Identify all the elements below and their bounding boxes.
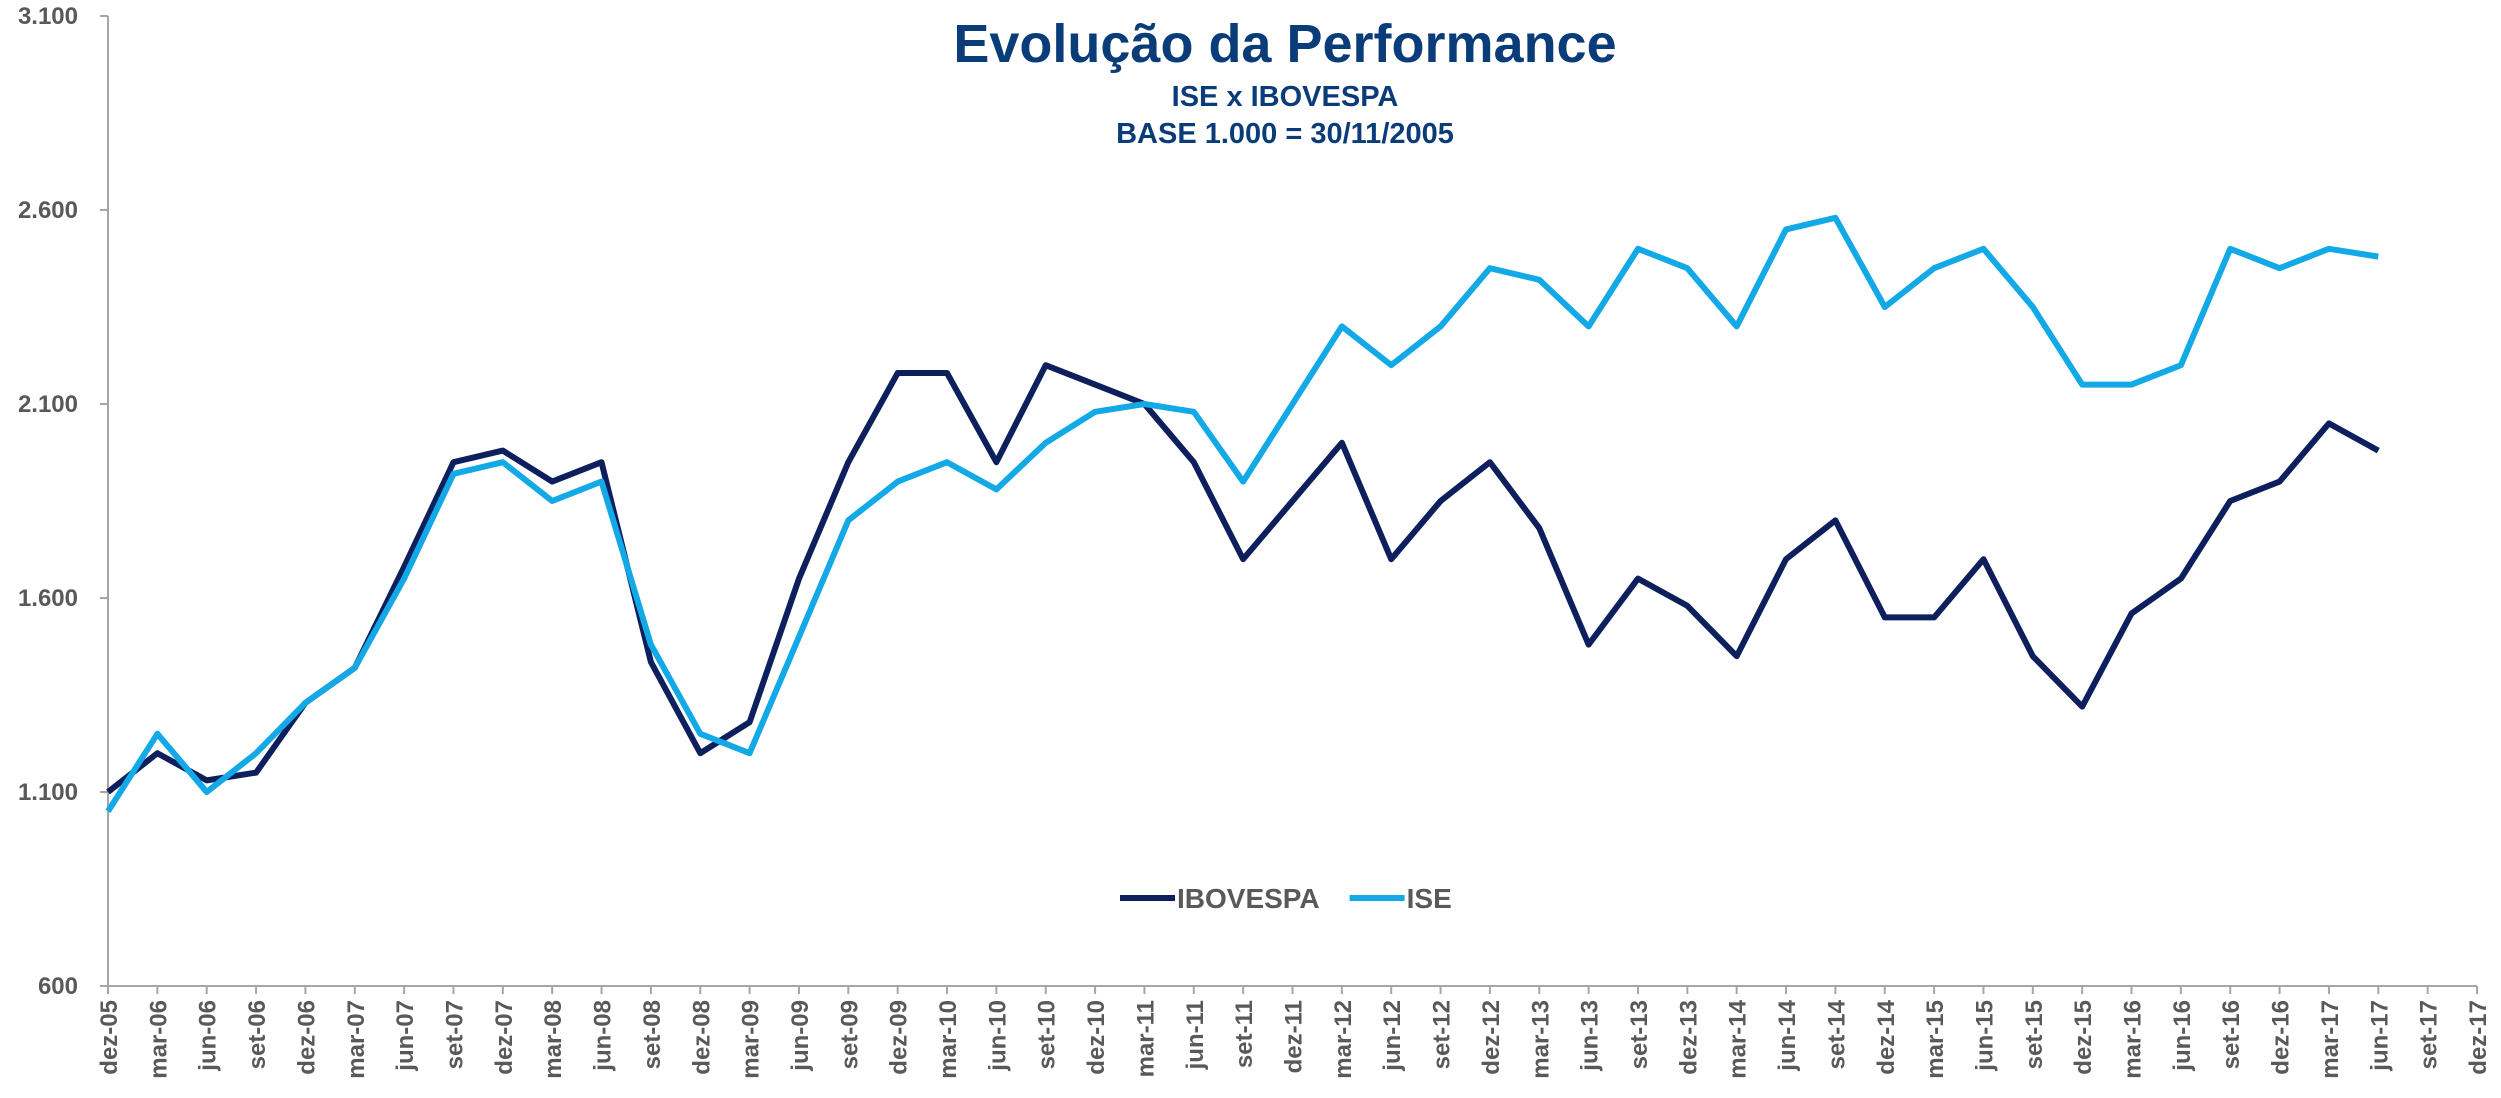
x-tick-label: dez-16 bbox=[2268, 1000, 2295, 1075]
x-tick-label: set-11 bbox=[1231, 1000, 1258, 1068]
x-tick-label: dez-12 bbox=[1478, 1000, 1505, 1075]
x-tick-label: mar-10 bbox=[935, 1000, 962, 1079]
x-tick-label: dez-05 bbox=[96, 1000, 123, 1075]
x-tick-label: mar-09 bbox=[738, 1000, 765, 1079]
x-tick-label: set-07 bbox=[441, 1000, 468, 1069]
y-tick-label: 2.600 bbox=[18, 197, 78, 224]
x-tick-label: dez-17 bbox=[2465, 1000, 2492, 1075]
x-tick-label: set-09 bbox=[836, 1000, 863, 1069]
series-line bbox=[106, 362, 2380, 795]
x-tick-label: jun-08 bbox=[590, 1000, 617, 1072]
x-tick-label: dez-09 bbox=[886, 1000, 913, 1075]
x-tick-label: set-06 bbox=[244, 1000, 271, 1069]
x-tick-label: jun-07 bbox=[392, 1000, 419, 1072]
y-tick-label: 2.100 bbox=[18, 391, 78, 418]
x-tick-label: set-16 bbox=[2218, 1000, 2245, 1069]
x-tick-label: set-10 bbox=[1034, 1000, 1061, 1069]
legend-label: IBOVESPA bbox=[1177, 883, 1320, 914]
chart-subtitle: BASE 1.000 = 30/11/2005 bbox=[1116, 118, 1454, 150]
x-tick-label: set-15 bbox=[2021, 1000, 2048, 1069]
x-tick-label: mar-13 bbox=[1527, 1000, 1554, 1079]
x-tick-label: dez-06 bbox=[293, 1000, 320, 1075]
x-tick-label: jun-09 bbox=[787, 1000, 814, 1072]
x-tick-label: mar-15 bbox=[1922, 1000, 1949, 1079]
x-tick-label: dez-14 bbox=[1873, 999, 1900, 1074]
y-tick-label: 3.100 bbox=[18, 3, 78, 30]
x-tick-label: jun-06 bbox=[195, 1000, 222, 1072]
x-tick-label: mar-12 bbox=[1330, 1000, 1357, 1079]
x-tick-label: mar-16 bbox=[2120, 1000, 2147, 1079]
x-tick-label: jun-17 bbox=[2366, 1000, 2393, 1072]
x-tick-label: mar-17 bbox=[2317, 1000, 2344, 1079]
y-tick-label: 1.100 bbox=[18, 779, 78, 806]
x-tick-label: jun-13 bbox=[1577, 1000, 1604, 1072]
y-tick-label: 1.600 bbox=[18, 585, 78, 612]
x-tick-label: set-14 bbox=[1823, 999, 1850, 1069]
chart-title: Evolução da Performance bbox=[953, 14, 1616, 74]
x-tick-label: mar-07 bbox=[343, 1000, 370, 1079]
chart-subtitle: ISE x IBOVESPA bbox=[1172, 81, 1399, 113]
x-tick-label: mar-14 bbox=[1725, 999, 1752, 1078]
x-tick-label: jun-11 bbox=[1182, 1000, 1209, 1070]
x-tick-label: dez-08 bbox=[688, 1000, 715, 1075]
x-tick-label: jun-14 bbox=[1774, 999, 1801, 1071]
y-tick-label: 600 bbox=[38, 973, 78, 1000]
x-tick-label: set-13 bbox=[1626, 1000, 1653, 1069]
x-tick-label: jun-15 bbox=[1971, 1000, 1998, 1072]
x-tick-label: mar-08 bbox=[540, 1000, 567, 1079]
x-tick-label: dez-10 bbox=[1083, 1000, 1110, 1075]
x-tick-label: dez-13 bbox=[1675, 1000, 1702, 1075]
x-tick-label: mar-06 bbox=[145, 1000, 172, 1079]
x-tick-label: dez-11 bbox=[1281, 1000, 1308, 1073]
x-tick-label: set-08 bbox=[639, 1000, 666, 1069]
legend-label: ISE bbox=[1407, 883, 1452, 914]
x-tick-label: mar-11 bbox=[1132, 1000, 1159, 1077]
x-tick-label: jun-10 bbox=[984, 1000, 1011, 1072]
series-line bbox=[105, 214, 2379, 814]
x-tick-label: dez-15 bbox=[2070, 1000, 2097, 1075]
x-tick-label: set-17 bbox=[2416, 1000, 2443, 1069]
x-tick-label: set-12 bbox=[1429, 1000, 1456, 1069]
x-tick-label: jun-16 bbox=[2169, 1000, 2196, 1072]
x-tick-label: jun-12 bbox=[1379, 1000, 1406, 1072]
x-tick-label: dez-07 bbox=[491, 1000, 518, 1075]
